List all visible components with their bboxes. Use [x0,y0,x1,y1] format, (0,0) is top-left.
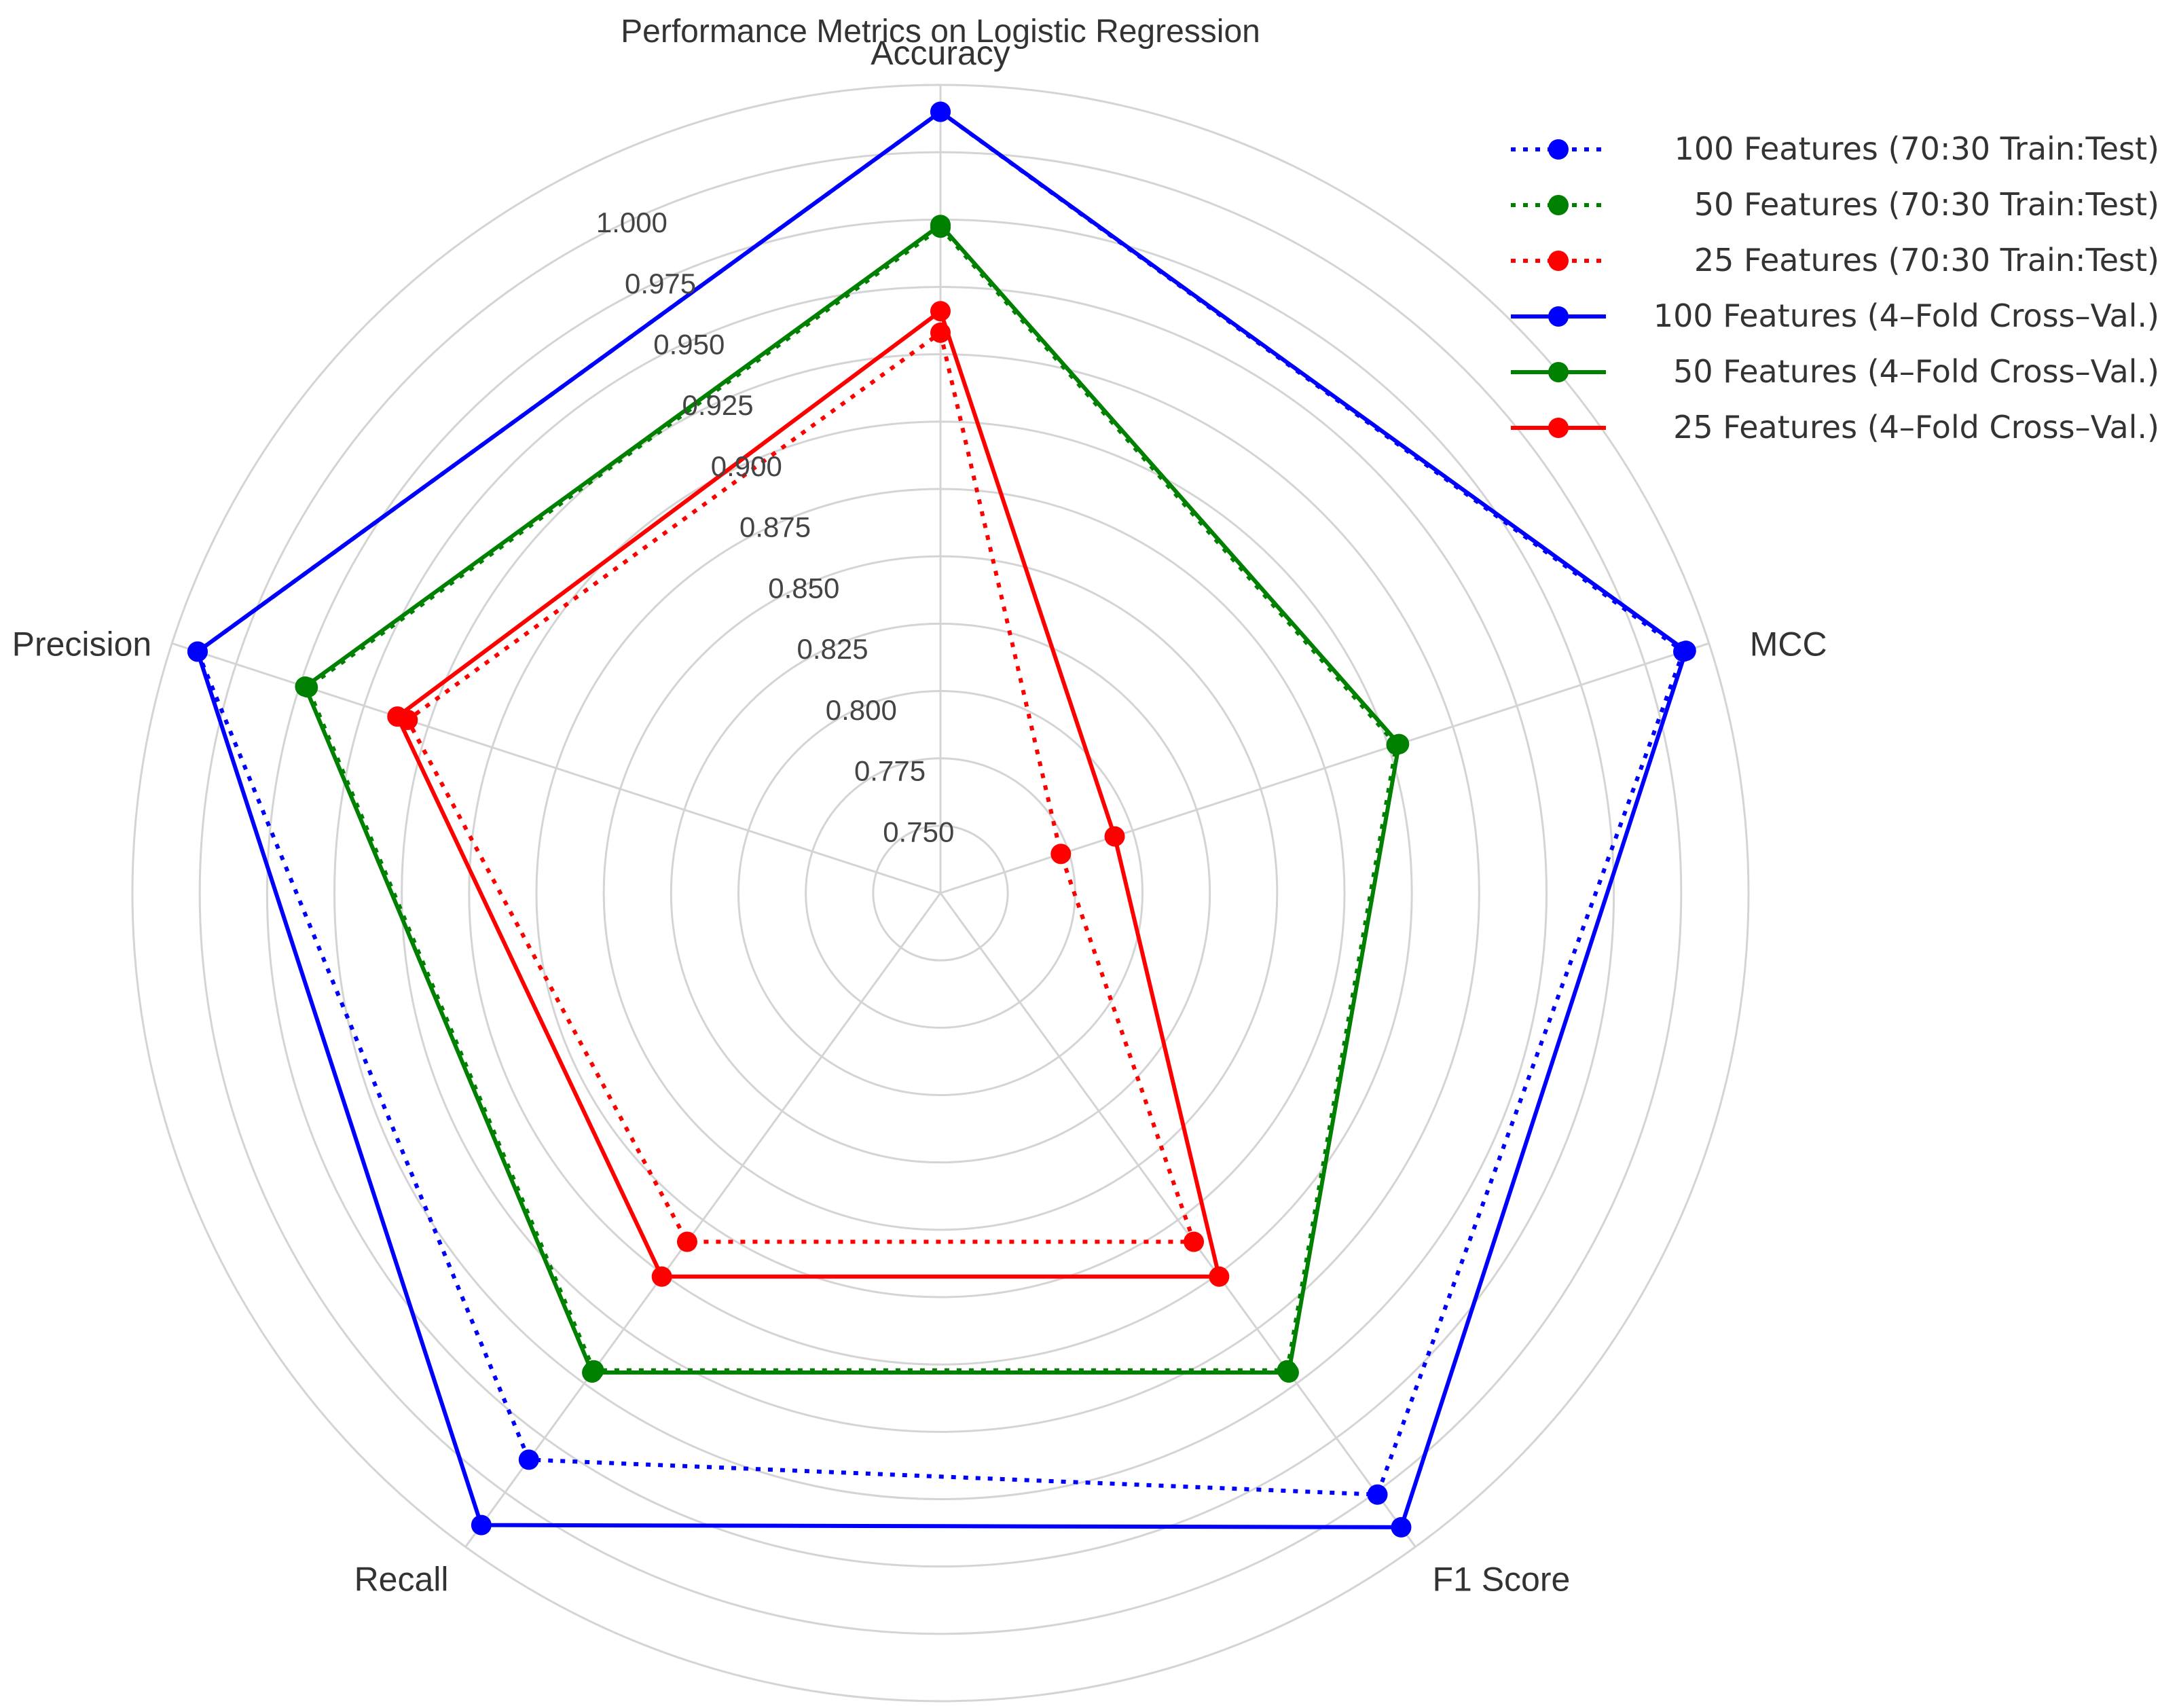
radial-tick-label: 0.950 [653,329,725,361]
legend-label: 100 Features (4–Fold Cross–Val.) [1653,297,2159,334]
grid-spoke [939,892,1416,1548]
legend-marker [1548,195,1569,215]
radial-tick-label: 0.825 [797,633,868,665]
legend-marker [1548,306,1569,327]
data-point [1675,640,1696,661]
legend-item[interactable]: 50 Features (4–Fold Cross–Val.) [1511,353,2159,390]
data-point [1209,1266,1230,1287]
radar-labels: 0.750 0.775 0.800 0.825 0.850 0.875 0.900 0.925… [12,34,1827,1599]
legend-item[interactable]: 25 Features (70:30 Train:Test) [1511,242,2159,278]
series-line [306,225,1399,1373]
chart-legend[interactable]: 100 Features (70:30 Train:Test) 50 Featur… [1511,130,2159,446]
data-point [930,101,951,122]
series-line [195,109,1688,1529]
series-line [405,330,1196,1244]
legend-item[interactable]: 100 Features (4–Fold Cross–Val.) [1511,297,2159,334]
series-line [303,223,1402,1375]
data-point [651,1266,672,1287]
data-point [1278,1362,1299,1383]
data-point [930,301,951,322]
data-point [187,641,208,662]
radial-tick-label: 0.775 [854,755,926,787]
grid-spoke [171,642,941,894]
legend-marker [1548,362,1569,382]
grid-spoke [464,892,942,1548]
axis-label: MCC [1750,625,1827,663]
data-point [471,1514,492,1536]
radial-tick-label: 0.800 [826,694,897,726]
legend-marker [1548,418,1569,438]
series-line [395,309,1222,1279]
legend-label: 50 Features (4–Fold Cross–Val.) [1673,353,2159,390]
data-point [518,1449,539,1470]
legend-item[interactable]: 50 Features (70:30 Train:Test) [1511,186,2159,223]
legend-label: 100 Features (70:30 Train:Test) [1675,130,2159,167]
data-point [1050,843,1072,865]
legend-label: 25 Features (70:30 Train:Test) [1694,242,2159,278]
radial-tick-label: 0.925 [682,389,754,421]
radial-tick-label: 0.875 [739,511,811,543]
data-point [1389,733,1410,755]
legend-marker [1548,139,1569,160]
radial-tick-label: 0.750 [883,816,954,848]
data-point [1104,826,1125,847]
legend-label: 50 Features (70:30 Train:Test) [1694,186,2159,223]
legend-item[interactable]: 25 Features (4–Fold Cross–Val.) [1511,409,2159,446]
data-point [930,215,951,236]
data-point [1184,1231,1205,1252]
radial-tick-label: 0.900 [711,450,782,482]
legend-label: 25 Features (4–Fold Cross–Val.) [1673,409,2159,446]
chart-title: Performance Metrics on Logistic Regressi… [621,14,1260,50]
data-point [387,706,408,727]
axis-label: Accuracy [871,34,1010,72]
radar-series [187,101,1696,1538]
legend-item[interactable]: 100 Features (70:30 Train:Test) [1511,130,2159,167]
legend-marker [1548,251,1569,271]
axis-label: Recall [354,1561,449,1599]
radial-tick-label: 0.975 [625,268,696,299]
data-point [295,676,316,697]
axis-label: F1 Score [1432,1561,1570,1599]
radial-tick-label: 0.850 [768,572,839,604]
data-point [582,1362,603,1383]
series-line [195,109,1686,1497]
data-point [676,1231,697,1252]
radial-tick-label: 1.000 [596,206,667,238]
axis-label: Precision [12,625,152,663]
data-point [1367,1484,1388,1505]
data-point [1391,1516,1412,1538]
